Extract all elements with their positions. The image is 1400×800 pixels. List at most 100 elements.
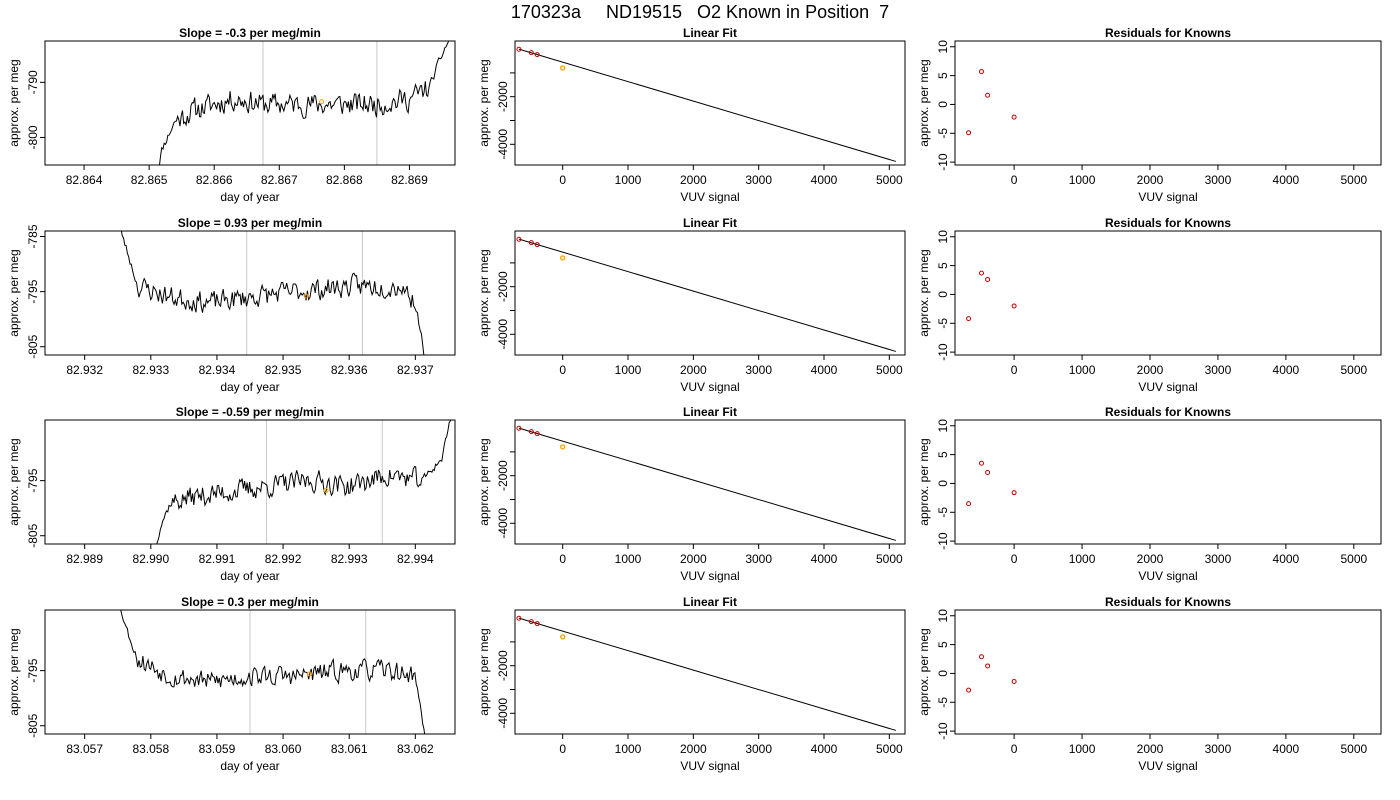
x-axis-label: VUV signal bbox=[680, 380, 739, 394]
residual-point bbox=[1011, 114, 1017, 120]
x-axis-label: VUV signal bbox=[680, 190, 739, 204]
timeseries-line bbox=[156, 420, 452, 544]
residual-point bbox=[985, 276, 991, 282]
x-axis-label: day of year bbox=[220, 190, 279, 204]
plot-frame bbox=[514, 419, 906, 545]
fit-line bbox=[518, 48, 896, 162]
y-tick-label: -10 bbox=[936, 343, 950, 361]
residual-point bbox=[1011, 303, 1017, 309]
x-tick-label: 1000 bbox=[615, 742, 642, 756]
x-tick-label: 0 bbox=[1011, 552, 1018, 566]
panel-title: Linear Fit bbox=[683, 595, 737, 609]
residual-point bbox=[1011, 490, 1017, 496]
y-tick-label: -795 bbox=[26, 279, 40, 303]
y-tick-label: 5 bbox=[936, 72, 950, 79]
panel-row1-col1: Slope = -0.3 per meg/min 82.864 82.865 82.8… bbox=[7, 26, 456, 204]
panel-row1-col3: Residuals for Knowns 0 1000 2000 3000 4000 500… bbox=[917, 26, 1382, 204]
x-tick-label: 4000 bbox=[811, 552, 838, 566]
x-tick-label: 82.934 bbox=[199, 363, 236, 377]
y-tick-label: -805 bbox=[26, 523, 40, 547]
y-tick-label: -800 bbox=[26, 125, 40, 149]
panel-row4-col2: Linear Fit 0 1000 2000 3000 4000 5000 -4000 -200… bbox=[477, 595, 906, 773]
x-tick-label: 2000 bbox=[680, 742, 707, 756]
x-tick-label: 82.867 bbox=[261, 173, 298, 187]
y-tick-label: 5 bbox=[936, 262, 950, 269]
residual-point bbox=[978, 460, 984, 466]
plot-area bbox=[516, 46, 896, 162]
x-tick-label: 2000 bbox=[680, 552, 707, 566]
y-tick-label: 10 bbox=[936, 40, 950, 54]
plot-area bbox=[516, 425, 896, 541]
plot-frame bbox=[44, 609, 456, 735]
panel-title: Linear Fit bbox=[683, 216, 737, 230]
residual-point bbox=[978, 654, 984, 660]
known-point bbox=[528, 429, 534, 435]
x-tick-label: 3000 bbox=[745, 742, 772, 756]
timeseries-line bbox=[120, 610, 426, 734]
figure-title: 170323a ND19515 O2 Known in Position 7 bbox=[510, 2, 890, 22]
y-tick-label: -790 bbox=[26, 70, 40, 94]
x-tick-label: 83.057 bbox=[66, 742, 103, 756]
x-tick-label: 0 bbox=[559, 552, 566, 566]
x-tick-label: 3000 bbox=[745, 363, 772, 377]
plot-frame bbox=[954, 230, 1382, 356]
x-tick-label: 1000 bbox=[615, 552, 642, 566]
plot-area bbox=[966, 270, 1017, 322]
y-tick-label: 5 bbox=[936, 641, 950, 648]
x-tick-label: 1000 bbox=[1069, 173, 1096, 187]
y-tick-label: -4000 bbox=[496, 508, 510, 539]
x-tick-label: 5000 bbox=[1340, 363, 1367, 377]
known-point-marker bbox=[303, 293, 309, 299]
x-tick-label: 82.990 bbox=[132, 552, 169, 566]
fit-line bbox=[518, 617, 896, 731]
plot-area bbox=[516, 236, 896, 352]
y-tick-label: -2000 bbox=[496, 460, 510, 491]
y-tick-label: -2000 bbox=[496, 81, 510, 112]
plot-area bbox=[966, 69, 1017, 136]
residual-point bbox=[966, 130, 972, 136]
panel-row1-col2: Linear Fit 0 1000 2000 3000 4000 5000 -4000 -200… bbox=[477, 26, 906, 204]
fit-line bbox=[518, 427, 896, 541]
known-point bbox=[516, 236, 522, 242]
y-axis-label: approx. per meg bbox=[917, 438, 931, 525]
known-point bbox=[516, 615, 522, 621]
plot-area bbox=[159, 41, 449, 165]
panel-row4-col3: Residuals for Knowns 0 1000 2000 3000 4000 500… bbox=[917, 595, 1382, 773]
known-point bbox=[528, 619, 534, 625]
known-point bbox=[528, 50, 534, 56]
timeseries-line bbox=[159, 41, 449, 165]
y-axis-label: approx. per meg bbox=[917, 59, 931, 146]
x-axis-label: day of year bbox=[220, 380, 279, 394]
y-tick-label: -5 bbox=[936, 697, 950, 708]
x-tick-label: 82.991 bbox=[199, 552, 236, 566]
residual-point bbox=[985, 92, 991, 98]
x-tick-label: 0 bbox=[1011, 742, 1018, 756]
x-tick-label: 2000 bbox=[680, 363, 707, 377]
y-tick-label: 0 bbox=[936, 101, 950, 108]
y-tick-label: 10 bbox=[936, 609, 950, 623]
panel-title: Linear Fit bbox=[683, 405, 737, 419]
y-tick-label: -805 bbox=[26, 334, 40, 358]
x-tick-label: 4000 bbox=[1273, 173, 1300, 187]
panel-row2-col3: Residuals for Knowns 0 1000 2000 3000 4000 500… bbox=[917, 216, 1382, 394]
x-tick-label: 82.994 bbox=[397, 552, 434, 566]
plot-area bbox=[156, 420, 452, 544]
plot-frame bbox=[44, 230, 456, 356]
y-tick-label: -785 bbox=[26, 224, 40, 248]
x-tick-label: 2000 bbox=[1137, 173, 1164, 187]
x-tick-label: 3000 bbox=[1205, 552, 1232, 566]
plot-area bbox=[966, 654, 1017, 693]
x-tick-label: 5000 bbox=[876, 552, 903, 566]
residual-point bbox=[966, 316, 972, 322]
x-tick-label: 83.060 bbox=[265, 742, 302, 756]
x-tick-label: 4000 bbox=[811, 742, 838, 756]
x-tick-label: 0 bbox=[559, 742, 566, 756]
panel-title: Residuals for Knowns bbox=[1105, 595, 1231, 609]
residual-point bbox=[985, 469, 991, 475]
known-point-marker bbox=[323, 488, 329, 494]
x-tick-label: 1000 bbox=[1069, 742, 1096, 756]
x-tick-label: 2000 bbox=[680, 173, 707, 187]
panel-row3-col1: Slope = -0.59 per meg/min 82.989 82.990 82.… bbox=[7, 405, 456, 583]
x-tick-label: 82.932 bbox=[66, 363, 103, 377]
